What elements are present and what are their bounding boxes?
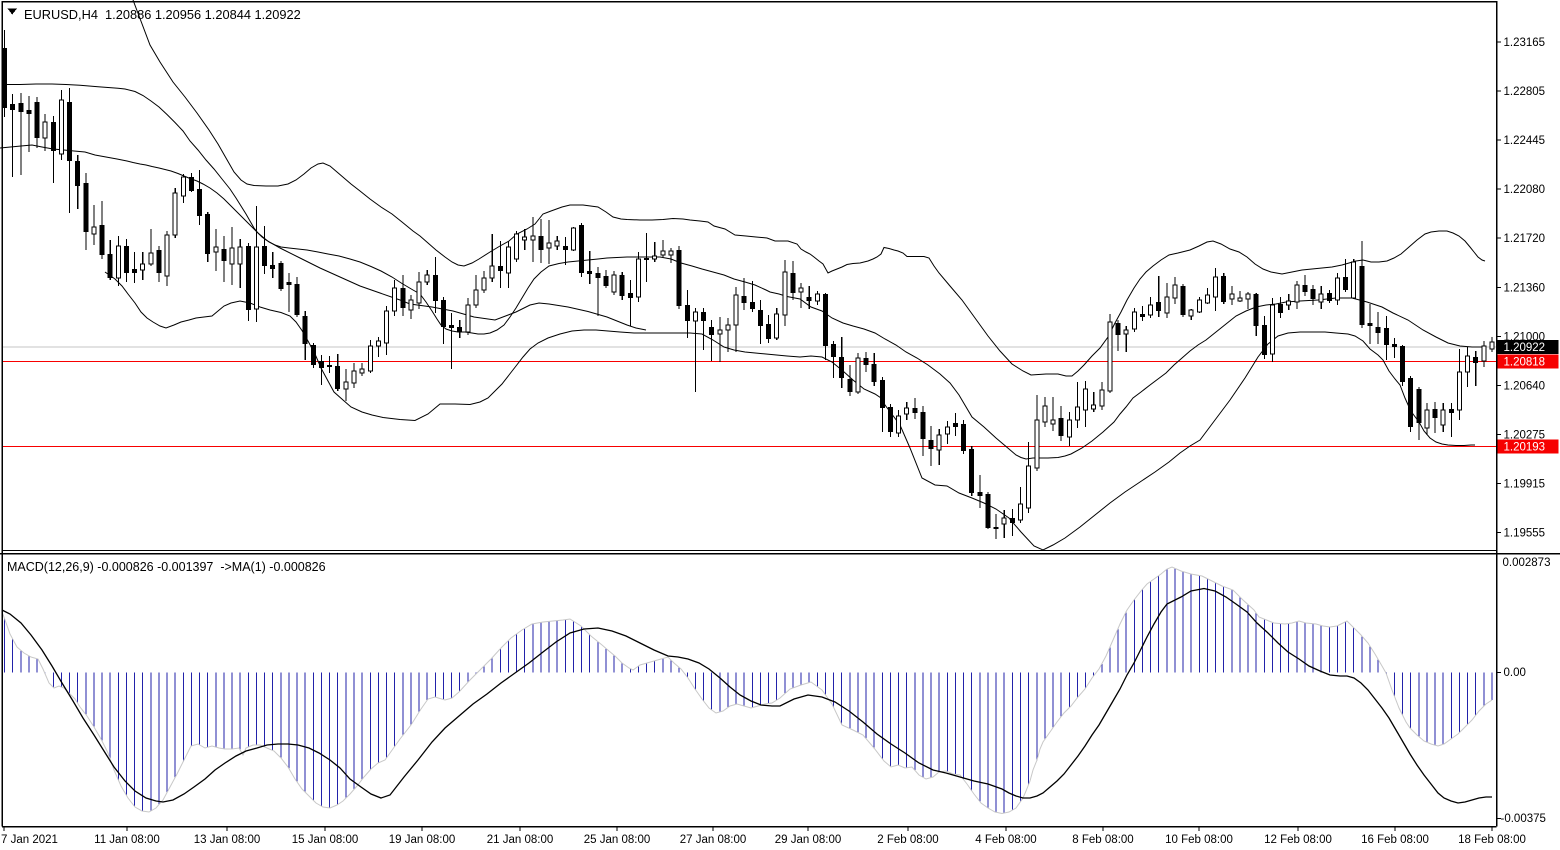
svg-text:19 Jan 08:00: 19 Jan 08:00 bbox=[389, 834, 456, 846]
svg-text:16 Feb 08:00: 16 Feb 08:00 bbox=[1361, 834, 1429, 846]
svg-text:1.22445: 1.22445 bbox=[1504, 135, 1546, 147]
svg-text:1.20275: 1.20275 bbox=[1504, 429, 1546, 441]
svg-text:1.21360: 1.21360 bbox=[1504, 282, 1546, 294]
svg-text:1.19915: 1.19915 bbox=[1504, 478, 1546, 490]
svg-text:10 Feb 08:00: 10 Feb 08:00 bbox=[1165, 834, 1233, 846]
svg-text:0.00: 0.00 bbox=[1504, 667, 1526, 679]
svg-text:0.002873: 0.002873 bbox=[1503, 557, 1551, 569]
svg-text:27 Jan 08:00: 27 Jan 08:00 bbox=[680, 834, 747, 846]
svg-text:13 Jan 08:00: 13 Jan 08:00 bbox=[194, 834, 261, 846]
svg-text:1.19555: 1.19555 bbox=[1504, 528, 1546, 540]
svg-text:12 Feb 08:00: 12 Feb 08:00 bbox=[1264, 834, 1332, 846]
svg-text:1.23165: 1.23165 bbox=[1504, 37, 1546, 49]
svg-text:1.21720: 1.21720 bbox=[1504, 233, 1546, 245]
svg-text:2 Feb 08:00: 2 Feb 08:00 bbox=[877, 834, 938, 846]
svg-text:21 Jan 08:00: 21 Jan 08:00 bbox=[487, 834, 554, 846]
svg-text:1.22805: 1.22805 bbox=[1504, 86, 1546, 98]
svg-text:1.20193: 1.20193 bbox=[1504, 442, 1546, 454]
svg-text:1.20818: 1.20818 bbox=[1504, 357, 1546, 369]
svg-text:7 Jan 2021: 7 Jan 2021 bbox=[1, 834, 58, 846]
svg-text:25 Jan 08:00: 25 Jan 08:00 bbox=[584, 834, 651, 846]
svg-text:MACD(12,26,9) -0.000826 -0.001: MACD(12,26,9) -0.000826 -0.001397 ->MA(1… bbox=[7, 560, 326, 574]
svg-text:4 Feb 08:00: 4 Feb 08:00 bbox=[975, 834, 1036, 846]
svg-text:-0.00375: -0.00375 bbox=[1501, 813, 1546, 825]
svg-text:1.20922: 1.20922 bbox=[1504, 342, 1546, 354]
svg-text:8 Feb 08:00: 8 Feb 08:00 bbox=[1072, 834, 1133, 846]
svg-text:18 Feb 08:00: 18 Feb 08:00 bbox=[1458, 834, 1526, 846]
svg-text:EURUSD,H4 1.20886 1.20956 1.2: EURUSD,H4 1.20886 1.20956 1.20844 1.2092… bbox=[24, 7, 301, 22]
svg-text:11 Jan 08:00: 11 Jan 08:00 bbox=[94, 834, 160, 846]
svg-text:1.20640: 1.20640 bbox=[1504, 380, 1546, 392]
svg-text:15 Jan 08:00: 15 Jan 08:00 bbox=[292, 834, 359, 846]
svg-text:29 Jan 08:00: 29 Jan 08:00 bbox=[775, 834, 842, 846]
svg-text:1.22080: 1.22080 bbox=[1504, 184, 1546, 196]
